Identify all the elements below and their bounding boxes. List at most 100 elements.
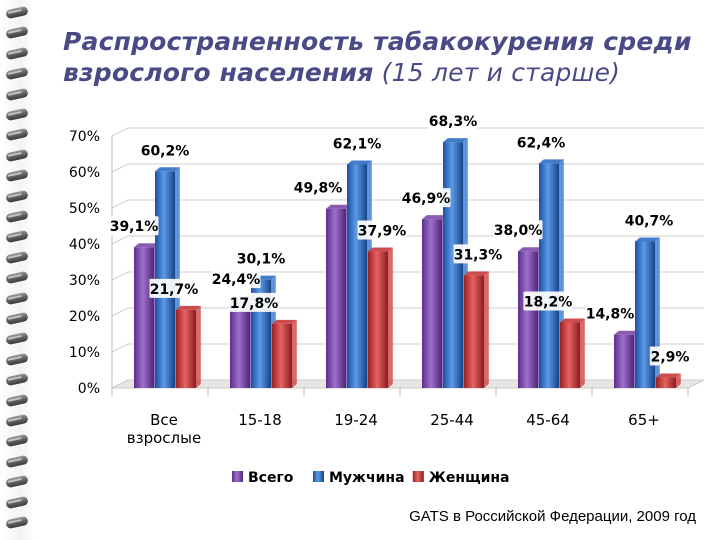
data-label-bg [357,220,407,240]
data-label: 30,1% [237,252,286,268]
bar-top [656,373,681,378]
y-tick-label: 30% [69,273,100,289]
y-tick-label: 70% [69,129,100,145]
bar-side [676,373,681,388]
data-label-bg [649,346,691,366]
gridline [111,307,704,317]
bar-front [272,323,292,388]
data-label-bg [229,292,279,312]
x-tick-label-line: 19-24 [334,411,378,429]
bar [272,319,297,388]
x-tick-label: 45-64 [526,411,570,429]
x-tick-label: 19-24 [334,411,378,429]
bar-top [518,247,543,252]
data-label-bg [624,210,674,230]
y-tick-label: 40% [69,237,100,253]
data-label-bg [211,269,261,289]
y-tick-label: 10% [69,345,100,361]
data-label: 2,9% [651,350,690,366]
title-subtitle: (15 лет и старше) [381,58,621,87]
x-tick-label: 25-44 [430,411,474,429]
x-tick-label: 15-18 [238,411,282,429]
bar-top [635,237,660,242]
data-label: 18,2% [524,294,573,310]
bar [560,318,585,388]
data-label-bg [401,188,451,208]
data-label-bg [109,216,159,236]
legend-label: Мужчина [329,470,405,486]
bar-front [464,275,484,388]
bar-front [614,334,634,388]
x-tick-label-line: взрослые [127,429,201,447]
gridline [111,235,704,245]
notebook-spiral [0,0,34,540]
bar-front [560,322,580,388]
source-note: GATS в Российской Федерации, 2009 год [409,508,696,525]
data-label-bg [523,291,573,311]
legend-swatch [313,471,324,482]
data-label-bg [453,244,503,264]
bar-front [656,377,676,388]
bar-top [443,138,468,143]
slide-title: Распространенность табакокурения среди в… [63,26,703,88]
bar-front [347,164,367,388]
bar-top [347,160,372,165]
bar-front [518,251,538,388]
bar-front [539,163,559,388]
data-label: 21,7% [150,282,199,298]
gridline [111,127,704,137]
data-label: 38,0% [494,223,543,239]
data-label-bg [236,248,286,268]
bar-side [484,271,489,388]
data-label: 68,3% [429,114,478,130]
bar-front [443,142,463,388]
title-main: Распространенность табакокурения среди в… [63,27,692,87]
gridline [111,343,704,353]
bar-front [368,251,388,388]
gridline [111,163,704,173]
bar-top [614,330,639,335]
bar-front [326,208,346,388]
y-tick-label: 60% [69,165,100,181]
bar-front [134,247,154,388]
data-label-bg [493,220,543,240]
data-label-bg [585,303,635,323]
x-tick-label-line: 25-44 [430,411,474,429]
data-label-bg [149,278,199,298]
gridline [111,379,704,389]
data-label: 17,8% [230,296,279,312]
data-label: 40,7% [625,213,674,229]
data-label-bg [293,177,343,197]
bar-top [176,305,201,310]
bar-front [635,241,655,388]
gridline [111,271,704,281]
bar-top [368,247,393,252]
x-tick-label-line: 65+ [628,411,660,429]
data-label: 62,4% [517,135,566,151]
bar-front [230,300,250,388]
data-label: 62,1% [333,136,382,152]
x-tick-label-line: 45-64 [526,411,570,429]
y-tick-label: 20% [69,309,100,325]
bar [464,271,489,388]
data-label: 24,4% [212,272,261,288]
gridline [111,199,704,209]
bar-side [388,247,393,388]
data-label: 14,8% [586,307,635,323]
bar-side [196,305,201,388]
bar-front [422,219,442,388]
bar-top [272,319,297,324]
data-label-bg [140,140,190,160]
data-label: 31,3% [454,247,503,263]
bar-side [292,319,297,388]
bar-top [134,243,159,248]
bar [368,247,393,388]
bar-top [155,167,180,172]
bar-front [176,309,196,388]
bar [656,373,681,388]
data-label-bg [516,132,566,152]
x-tick-label-line: 15-18 [238,411,282,429]
bar-top [539,159,564,164]
bar [176,305,201,388]
